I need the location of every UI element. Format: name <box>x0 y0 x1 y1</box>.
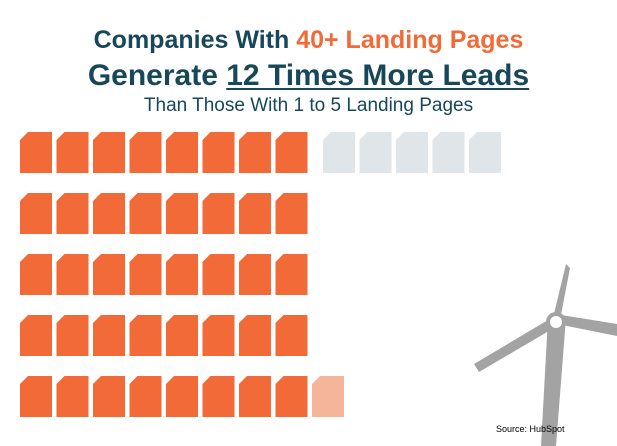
filled-page-icon <box>129 376 162 417</box>
filled-page-icon <box>93 376 125 417</box>
headline-prefix: Companies With <box>93 26 297 54</box>
filled-page-icon <box>20 315 52 356</box>
filled-page-icon <box>93 315 125 356</box>
headline-line-1: Companies With 40+ Landing Pages <box>0 26 617 55</box>
filled-page-icon <box>20 376 52 417</box>
filled-page-icon <box>20 254 52 295</box>
filled-page-icon <box>239 193 271 234</box>
filled-page-icon <box>202 132 235 173</box>
filled-page-icon <box>166 376 198 417</box>
empty-page-icon <box>359 132 392 173</box>
filled-page-icon <box>129 254 162 295</box>
filled-page-icon <box>202 254 235 295</box>
filled-page-icon <box>56 132 89 173</box>
filled-page-icon <box>56 254 89 295</box>
filled-page-icon <box>129 132 162 173</box>
empty-page-icon <box>396 132 428 173</box>
filled-page-icon <box>239 315 271 356</box>
filled-page-icon <box>202 376 235 417</box>
filled-page-icon <box>275 376 308 417</box>
windmill-icon <box>474 264 617 446</box>
empty-page-icon <box>469 132 501 173</box>
headline-generate: Generate <box>87 59 227 92</box>
headline-line-2: Generate 12 Times More Leads <box>0 59 617 93</box>
filled-page-icon <box>239 254 271 295</box>
filled-page-icon <box>20 132 52 173</box>
filled-page-icon <box>275 132 308 173</box>
filled-page-icon <box>93 132 125 173</box>
filled-page-icon <box>202 315 235 356</box>
filled-page-icon <box>166 254 198 295</box>
filled-page-icon <box>166 132 198 173</box>
partial-page-icon <box>312 376 344 417</box>
filled-page-icon <box>275 315 308 356</box>
filled-page-icon <box>56 315 89 356</box>
filled-page-icon <box>239 376 271 417</box>
source-note: Source: HubSpot <box>496 424 565 434</box>
filled-page-icon <box>239 132 271 173</box>
filled-page-icon <box>56 376 89 417</box>
filled-page-icon <box>129 315 162 356</box>
filled-page-icon <box>56 193 89 234</box>
filled-page-icon <box>20 193 52 234</box>
empty-page-icon <box>323 132 355 173</box>
headline-line-3: Than Those With 1 to 5 Landing Pages <box>143 95 474 116</box>
filled-page-icon <box>166 315 198 356</box>
filled-page-icon <box>129 193 162 234</box>
filled-page-icon <box>166 193 198 234</box>
filled-page-icon <box>202 193 235 234</box>
headline-emphasis: 12 Times More Leads <box>226 59 530 92</box>
filled-page-icon <box>275 254 308 295</box>
headline-accent: 40+ Landing Pages <box>296 26 524 54</box>
filled-page-icon <box>275 193 308 234</box>
filled-page-icon <box>93 193 125 234</box>
pages-pictograph <box>20 132 501 417</box>
empty-page-icon <box>432 132 465 173</box>
filled-page-icon <box>93 254 125 295</box>
